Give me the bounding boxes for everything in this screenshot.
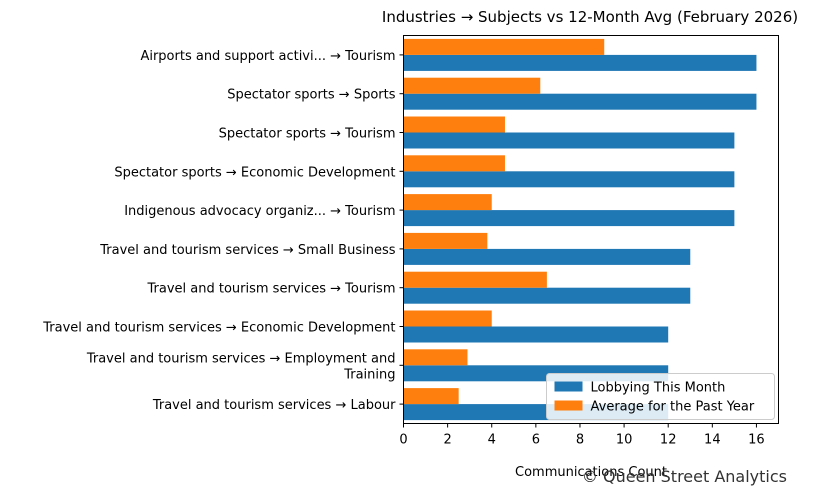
legend-swatch bbox=[554, 381, 583, 392]
legend-label: Average for the Past Year bbox=[591, 400, 755, 415]
y-tick-label: Spectator sports → Economic Development bbox=[114, 165, 395, 180]
bar-this-month bbox=[403, 93, 757, 110]
bar-past-year-avg bbox=[403, 349, 468, 366]
y-tick-label: Travel and tourism services → Economic D… bbox=[42, 321, 395, 336]
x-tick-label: 10 bbox=[616, 433, 633, 448]
y-tick-label: Spectator sports → Sports bbox=[227, 88, 395, 103]
bar-past-year-avg bbox=[403, 232, 488, 249]
x-tick-label: 6 bbox=[532, 433, 540, 448]
legend-label: Lobbying This Month bbox=[591, 381, 726, 396]
bar-past-year-avg bbox=[403, 77, 541, 94]
legend: Lobbying This Month Average for the Past … bbox=[546, 373, 775, 420]
watermark: © Queen Street Analytics bbox=[582, 467, 787, 486]
y-tick-labels: Airports and support activi... → Tourism… bbox=[42, 49, 404, 413]
y-tick-label: Travel and tourism services → Small Busi… bbox=[99, 243, 395, 258]
x-ticks: 0 2 4 6 8 10 12 14 16 bbox=[399, 423, 765, 448]
y-tick-label: Indigenous advocacy organiz... → Tourism bbox=[124, 204, 395, 219]
bar-past-year-avg bbox=[403, 388, 459, 405]
bar-past-year-avg bbox=[403, 116, 505, 133]
x-tick-label: 8 bbox=[576, 433, 584, 448]
bar-this-month bbox=[403, 171, 735, 188]
y-tick-label: Travel and tourism services → Tourism bbox=[147, 282, 396, 297]
bar-past-year-avg bbox=[403, 155, 505, 172]
x-tick-label: 4 bbox=[488, 433, 496, 448]
y-tick-label: Airports and support activi... → Tourism bbox=[140, 49, 395, 64]
bar-this-month bbox=[403, 210, 735, 227]
x-tick-label: 14 bbox=[704, 433, 721, 448]
bars-group bbox=[403, 38, 757, 421]
x-tick-label: 12 bbox=[660, 433, 677, 448]
bar-past-year-avg bbox=[403, 194, 492, 211]
bar-this-month bbox=[403, 248, 691, 265]
y-tick-label: Spectator sports → Tourism bbox=[219, 127, 396, 142]
bar-this-month bbox=[403, 287, 691, 304]
plot-frame bbox=[403, 35, 779, 424]
legend-swatch bbox=[554, 400, 583, 411]
y-tick-label: Training bbox=[343, 367, 395, 382]
bar-this-month bbox=[403, 54, 757, 71]
bar-past-year-avg bbox=[403, 310, 492, 327]
bar-this-month bbox=[403, 132, 735, 149]
x-tick-label: 2 bbox=[443, 433, 451, 448]
bar-this-month bbox=[403, 326, 669, 343]
bar-past-year-avg bbox=[403, 271, 547, 288]
bar-past-year-avg bbox=[403, 38, 605, 55]
y-tick-label: Travel and tourism services → Labour bbox=[152, 398, 396, 413]
chart-title: Industries → Subjects vs 12-Month Avg (F… bbox=[382, 8, 798, 26]
x-axis-label: Communications Count bbox=[515, 465, 667, 480]
x-tick-label: 16 bbox=[748, 433, 765, 448]
y-tick-label: Travel and tourism services → Employment… bbox=[86, 351, 396, 366]
x-tick-label: 0 bbox=[399, 433, 407, 448]
legend-box bbox=[546, 373, 775, 420]
